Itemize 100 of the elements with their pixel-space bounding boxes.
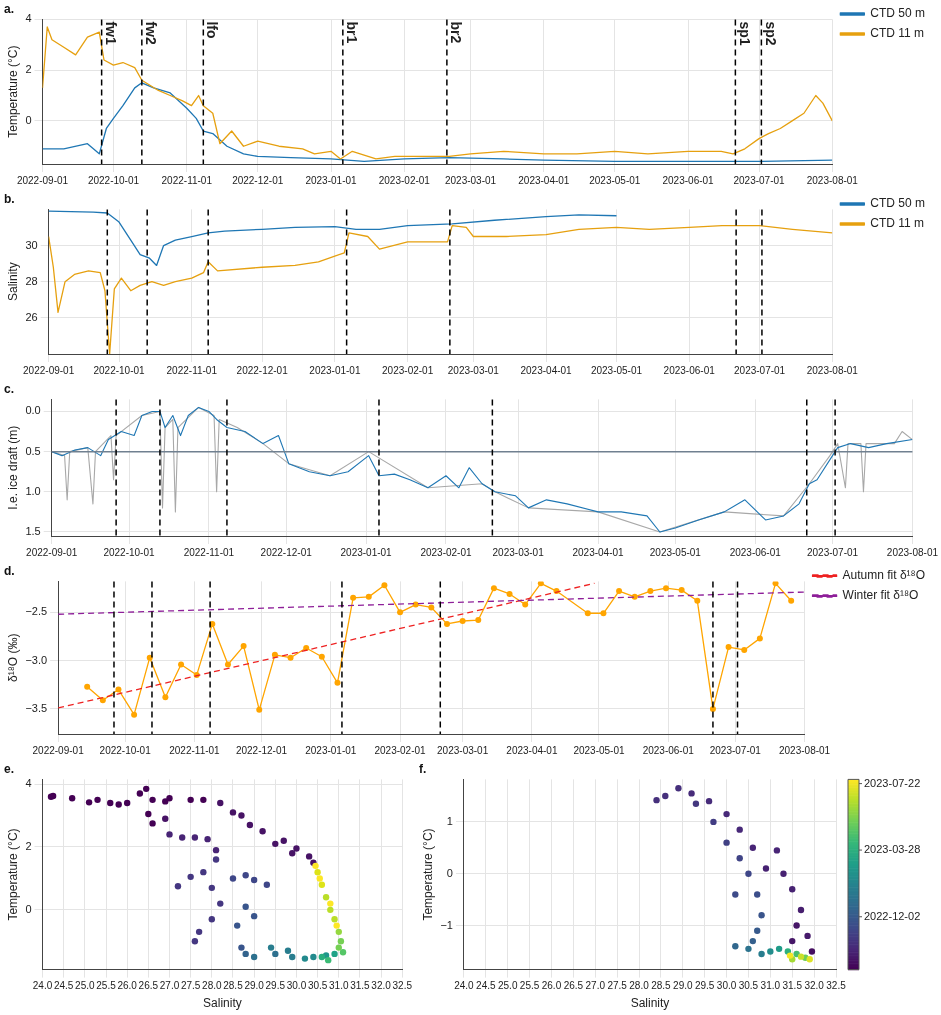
point bbox=[736, 854, 743, 862]
y-axis-title: Temperature (°C) bbox=[420, 828, 435, 921]
point bbox=[178, 661, 185, 668]
x-tick-label: 24.5 bbox=[476, 980, 496, 992]
point bbox=[287, 654, 294, 661]
point bbox=[710, 818, 717, 826]
x-tick-label: 2022-10-01 bbox=[103, 546, 156, 558]
x-tick-label: 2023-07-01 bbox=[709, 744, 762, 756]
point bbox=[745, 945, 752, 953]
point bbox=[732, 943, 739, 950]
x-tick-label: 2023-05-01 bbox=[649, 546, 702, 558]
x-tick-label: 31.5 bbox=[350, 980, 371, 992]
y-tick-label: −3.0 bbox=[25, 653, 48, 666]
x-tick-label: 29.0 bbox=[244, 980, 265, 992]
x-tick-label: 27.5 bbox=[607, 980, 628, 992]
x-tick-label: 2023-01-01 bbox=[305, 744, 357, 756]
point bbox=[732, 891, 739, 898]
point bbox=[224, 661, 231, 668]
y-tick-label: 0.0 bbox=[25, 404, 41, 417]
x-tick-label: 32.0 bbox=[804, 980, 825, 992]
point bbox=[162, 694, 169, 701]
x-tick-label: 32.0 bbox=[371, 980, 392, 992]
x-tick-label: 29.5 bbox=[694, 980, 715, 992]
ref-line-label: fw2 bbox=[142, 21, 159, 45]
x-tick-label: 2023-05-01 bbox=[589, 174, 641, 186]
y-tick-label: 2 bbox=[25, 840, 32, 853]
chart-title: f. bbox=[419, 761, 427, 776]
point bbox=[146, 654, 153, 661]
x-tick-label: 27.0 bbox=[585, 980, 606, 992]
point bbox=[775, 945, 783, 953]
point bbox=[758, 950, 765, 958]
x-tick-label: 2023-03-01 bbox=[447, 364, 500, 376]
x-tick-label: 2023-08-01 bbox=[806, 174, 859, 186]
x-tick-label: 32.5 bbox=[826, 980, 847, 992]
x-tick-label: 30.0 bbox=[716, 980, 737, 992]
x-tick-label: 2022-09-01 bbox=[23, 364, 75, 376]
point bbox=[303, 645, 310, 652]
chart-title: b. bbox=[4, 191, 15, 206]
x-tick-label: 2022-10-01 bbox=[99, 744, 152, 756]
x-tick-label: 2022-10-01 bbox=[87, 174, 140, 186]
x-tick-label: 2023-08-01 bbox=[886, 546, 939, 558]
x-tick-label: 2023-01-01 bbox=[340, 546, 393, 558]
x-tick-label: 28.0 bbox=[202, 980, 222, 992]
point bbox=[786, 952, 794, 959]
point bbox=[767, 948, 774, 955]
x-tick-label: 31.0 bbox=[329, 980, 349, 992]
point bbox=[808, 948, 816, 955]
x-tick-label: 29.5 bbox=[265, 980, 286, 992]
x-tick-label: 30.5 bbox=[307, 980, 328, 992]
y-tick-label: −1 bbox=[440, 918, 453, 931]
x-axis-title: Salinity bbox=[630, 996, 670, 1011]
x-tick-label: 2023-01-01 bbox=[305, 174, 358, 186]
x-tick-label: 25.5 bbox=[519, 980, 540, 992]
x-tick-label: 2023-02-01 bbox=[378, 174, 431, 186]
y-tick-label: 4 bbox=[25, 777, 32, 790]
y-axis-title: Salinity bbox=[5, 262, 20, 302]
x-tick-label: 26.0 bbox=[541, 980, 562, 992]
ref-line-label: fw1 bbox=[102, 21, 119, 45]
point bbox=[793, 922, 800, 929]
point bbox=[745, 870, 752, 877]
x-tick-label: 24.0 bbox=[32, 980, 53, 992]
x-tick-label: 26.0 bbox=[117, 980, 138, 992]
point bbox=[725, 644, 732, 651]
y-tick-label: 30 bbox=[25, 238, 38, 251]
x-tick-label: 2023-03-01 bbox=[444, 174, 497, 186]
point bbox=[754, 927, 761, 934]
y-tick-label: 1.0 bbox=[25, 484, 41, 497]
x-tick-label: 30.5 bbox=[738, 980, 759, 992]
x-tick-label: 2023-06-01 bbox=[662, 174, 715, 186]
y-tick-label: 0 bbox=[25, 902, 32, 915]
x-tick-label: 26.5 bbox=[563, 980, 584, 992]
x-tick-label: 2022-11-01 bbox=[183, 546, 235, 558]
legend-label: Winter fit δ¹⁸O bbox=[842, 588, 919, 603]
y-tick-label: 1.5 bbox=[25, 525, 41, 538]
legend-label: CTD 50 m bbox=[870, 196, 926, 211]
point bbox=[749, 844, 757, 852]
point bbox=[115, 686, 122, 693]
x-tick-label: 2023-08-01 bbox=[778, 744, 831, 756]
x-tick-label: 2023-03-01 bbox=[492, 546, 545, 558]
color-bar-label: 2022-12-02 bbox=[864, 909, 921, 922]
x-tick-label: 2022-09-01 bbox=[26, 546, 78, 558]
x-tick-label: 24.0 bbox=[454, 980, 475, 992]
x-tick-label: 26.5 bbox=[138, 980, 159, 992]
x-tick-label: 2023-06-01 bbox=[729, 546, 782, 558]
x-tick-label: 2022-12-01 bbox=[236, 364, 289, 376]
point bbox=[797, 953, 805, 960]
point bbox=[736, 826, 743, 833]
x-tick-label: 2022-12-01 bbox=[235, 744, 288, 756]
legend-label: CTD 11 m bbox=[870, 26, 925, 41]
point bbox=[600, 610, 607, 617]
point bbox=[443, 620, 450, 627]
y-tick-label: −3.5 bbox=[25, 701, 48, 714]
x-tick-label: 2022-09-01 bbox=[16, 174, 69, 186]
x-tick-label: 28.5 bbox=[223, 980, 244, 992]
ref-line-label: br1 bbox=[343, 21, 360, 44]
x-tick-label: 2023-04-01 bbox=[572, 546, 625, 558]
point bbox=[756, 635, 763, 642]
x-tick-label: 2023-07-01 bbox=[806, 546, 859, 558]
point bbox=[131, 711, 138, 718]
point bbox=[506, 590, 513, 597]
